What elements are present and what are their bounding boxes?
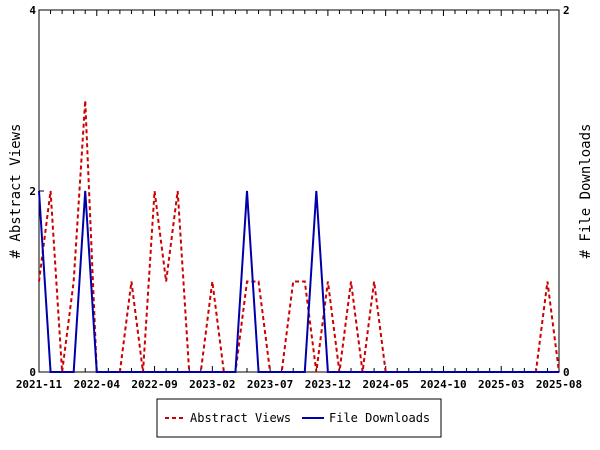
x-tick-label: 2023-02 — [189, 378, 235, 391]
x-tick-label: 2021-11 — [16, 378, 63, 391]
x-axis-ticks: 2021-11 2022-04 2022-09 2023-02 2023-07 2023-… — [16, 10, 582, 391]
legend-label-file-downloads: File Downloads — [329, 411, 430, 425]
right-tick-label: 2 — [563, 4, 570, 17]
x-tick-label: 2023-07 — [247, 378, 293, 391]
x-tick-label: 2023-12 — [305, 378, 351, 391]
x-tick-label: 2024-05 — [362, 378, 408, 391]
right-tick-label: 0 — [563, 366, 570, 379]
left-tick-label: 2 — [29, 185, 36, 198]
right-axis-title: # File Downloads — [578, 124, 594, 259]
legend: Abstract Views File Downloads — [156, 398, 442, 438]
series-line-abstract-views — [38, 100, 560, 373]
legend-label-abstract-views: Abstract Views — [190, 411, 291, 425]
x-tick-label: 2025-08 — [536, 378, 582, 391]
x-tick-label: 2024-10 — [420, 378, 466, 391]
y-axis-ticks: 0 2 4 0 2 — [29, 4, 569, 379]
x-tick-label: 2025-03 — [478, 378, 524, 391]
series-line-file-downloads — [38, 190, 559, 373]
legend-box — [156, 398, 442, 438]
series-layer — [38, 100, 560, 373]
left-tick-label: 0 — [29, 366, 36, 379]
x-tick-label: 2022-04 — [74, 378, 121, 391]
plot-area — [38, 9, 560, 373]
left-axis-title: # Abstract Views — [8, 124, 24, 259]
left-tick-label: 4 — [29, 4, 36, 17]
x-tick-label: 2022-09 — [131, 378, 177, 391]
